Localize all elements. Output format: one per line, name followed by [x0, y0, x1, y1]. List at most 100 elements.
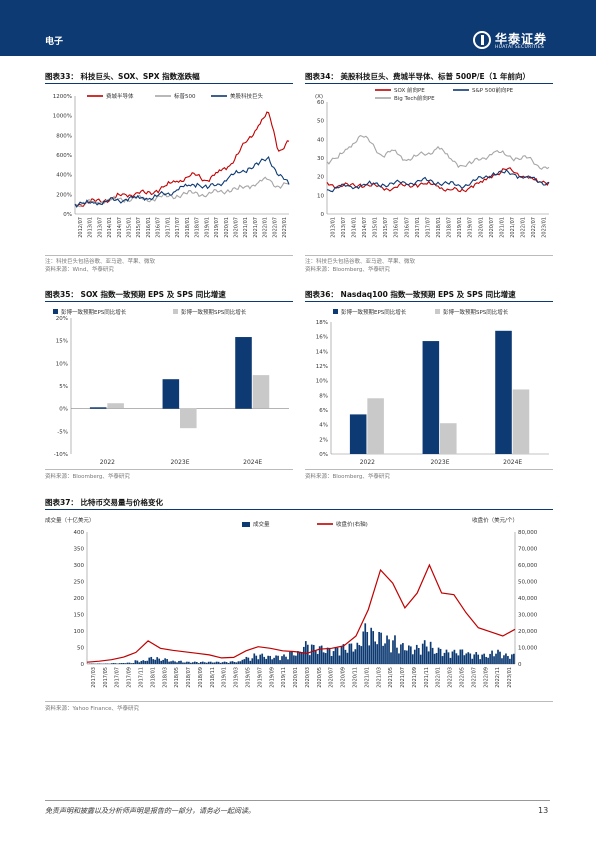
fig37-volume-bar	[164, 658, 166, 664]
fig34-x-tick: 2015/07	[383, 217, 389, 238]
fig37-volume-bar	[316, 653, 319, 664]
fig37-volume-bar	[461, 649, 464, 664]
fig37-x-tick: 2019/01	[222, 667, 228, 688]
fig37-volume-bar	[314, 649, 317, 664]
fig33-x-tick: 2019/07	[214, 217, 220, 238]
fig36-legend-label: 彭博一致预期EPS同比增长	[341, 308, 407, 316]
fig33-chart: 0% 200% 400% 600% 800% 1000% 1200% 2012/07 2013/…	[53, 92, 290, 238]
fig36-y-tick: 18%	[316, 320, 328, 326]
fig37-volume-bar	[473, 654, 476, 664]
fig35-category-label: 2023E	[170, 459, 189, 466]
fig36-category-label: 2024E	[503, 459, 522, 466]
footer-disclaimer: 免责声明和披露以及分析师声明是报告的一部分，请务必一起阅读。	[45, 807, 255, 815]
fig37-x-tick: 2020/03	[305, 667, 311, 688]
fig37-volume-bar	[160, 660, 162, 664]
fig33-y-tick: 1000%	[53, 114, 72, 120]
fig33-series-line	[74, 176, 290, 208]
fig34-series-line	[326, 134, 550, 170]
fig37-volume-bar	[295, 655, 297, 664]
fig37-title: 图表37： 比特币交易量与价格变化	[45, 498, 164, 507]
fig37-x-tick: 2017/05	[103, 667, 109, 688]
fig37-x-tick: 2021/01	[364, 667, 370, 688]
fig37-volume-bar	[463, 655, 466, 664]
fig37-volume-bar	[415, 644, 418, 664]
fig37-left-tick: 400	[74, 530, 85, 536]
fig37-volume-bar	[263, 656, 266, 664]
fig33-x-tick: 2022/07	[272, 217, 278, 238]
fig37-volume-bar	[261, 653, 264, 664]
fig37-volume-bar	[207, 661, 210, 664]
fig37-x-tick: 2019/07	[257, 667, 263, 688]
fig33-x-tick: 2018/07	[195, 217, 201, 238]
fig37-left-tick: 50	[77, 646, 84, 652]
fig37-volume-bar	[297, 651, 299, 664]
fig37-volume-bar	[233, 661, 236, 664]
fig37-volume-bar	[132, 663, 135, 664]
fig35-rule	[45, 301, 293, 302]
fig37-volume-bar	[190, 662, 192, 664]
fig37-volume-bar	[269, 655, 271, 664]
fig36-title: 图表36： Nasdaq100 指数一致预期 EPS 及 SPS 同比增速	[305, 290, 516, 299]
fig37-volume-bar	[354, 649, 357, 664]
fig37-x-tick: 2020/01	[293, 667, 299, 688]
fig37-volume-bar	[457, 655, 460, 664]
fig37-volume-bar	[247, 657, 250, 664]
fig37-volume-bar	[481, 654, 483, 664]
fig37-x-tick: 2018/01	[150, 667, 156, 688]
fig37-volume-bar	[257, 659, 260, 664]
fig37-x-tick: 2019/05	[246, 667, 252, 688]
fig33-legend-label: 费城半导体	[106, 92, 134, 100]
fig37-x-tick: 2017/09	[127, 667, 133, 688]
fig37-x-tick: 2022/03	[448, 667, 454, 688]
fig33-x-tick: 2016/01	[146, 217, 152, 238]
section-title: 电子	[45, 37, 64, 47]
fig37-volume-bar	[334, 647, 337, 664]
fig37-volume-bar	[340, 646, 343, 664]
fig33-x-tick: 2014/07	[117, 217, 123, 238]
fig37-volume-bar	[150, 656, 153, 664]
fig37-volume-bar	[491, 650, 493, 664]
fig37-volume-bar	[148, 657, 151, 664]
fig37-volume-bar	[435, 652, 438, 664]
fig34-source: 资料来源：Bloomberg、华泰研究	[305, 267, 390, 273]
fig37-volume-bar	[128, 662, 131, 664]
fig37-volume-bar	[194, 661, 196, 664]
fig37-volume-bar	[239, 661, 242, 664]
fig37-volume-bar	[350, 643, 353, 664]
fig34-y-tick: 30	[317, 156, 324, 162]
fig37-x-tick: 2019/11	[281, 667, 287, 688]
fig37-volume-bar	[120, 663, 123, 664]
fig37-volume-bar	[277, 655, 279, 664]
fig36-category-label: 2022	[360, 459, 375, 466]
fig34-series-line	[326, 167, 550, 193]
fig37-volume-bar	[330, 656, 333, 664]
fig34-chart: 0 10 20 30 40 50 60(X) 2013/01 2013/07 2014/01 201…	[315, 86, 550, 238]
fig37-left-unit: 成交量（十亿美元）	[45, 516, 95, 524]
fig37-volume-bar	[322, 652, 325, 664]
fig37-x-tick: 2017/11	[139, 667, 145, 688]
fig37-volume-bar	[479, 659, 482, 664]
fig37-volume-bar	[122, 662, 125, 664]
fig37-x-tick: 2018/07	[186, 667, 192, 688]
fig37-volume-bar	[411, 654, 414, 664]
fig34-x-tick: 2018/01	[436, 217, 442, 238]
fig37-x-tick: 2017/07	[115, 667, 121, 688]
fig33-x-tick: 2016/07	[156, 217, 162, 238]
fig37-volume-bar	[186, 661, 188, 664]
fig37-volume-bar	[166, 659, 168, 664]
fig37-volume-bar	[342, 644, 345, 664]
fig33-series-line	[74, 111, 290, 208]
fig37-volume-bar	[511, 654, 513, 664]
fig37-right-tick: 70,000	[518, 547, 538, 553]
fig33-x-tick: 2021/07	[253, 217, 259, 238]
fig34-x-tick: 2013/07	[341, 217, 347, 238]
fig34-y-tick: 60	[317, 100, 324, 106]
fig36-y-tick: 4%	[319, 423, 328, 429]
fig35-title: 图表35： SOX 指数一致预期 EPS 及 SPS 同比增速	[45, 290, 226, 299]
fig37-volume-bar	[380, 632, 382, 664]
fig37-volume-bar	[203, 662, 206, 664]
fig34-y-unit: (X)	[315, 94, 323, 100]
fig33-x-tick: 2012/07	[78, 217, 84, 238]
fig33-y-tick: 1200%	[53, 94, 72, 100]
fig37-volume-bar	[398, 653, 400, 664]
